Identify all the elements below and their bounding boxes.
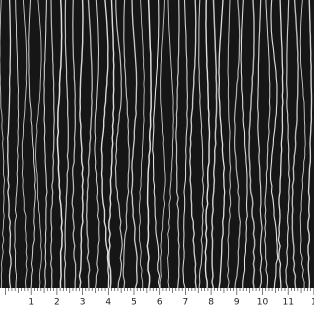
- ruler-label: 4: [105, 298, 111, 308]
- page: 12345678910111 (() => { const data = JSO…: [0, 0, 314, 310]
- ruler-label: 3: [80, 298, 86, 308]
- fabric-swatch: 12345678910111: [0, 0, 314, 310]
- ruler-label: 8: [208, 298, 214, 308]
- ruler-label: 7: [183, 298, 189, 308]
- ruler-label: 1: [28, 298, 34, 308]
- ruler-label: 10: [257, 298, 269, 308]
- ruler-label: 1: [311, 298, 314, 308]
- fabric-background: [0, 0, 314, 288]
- ruler-label: 11: [282, 298, 293, 308]
- ruler-label: 9: [234, 298, 240, 308]
- ruler-label: 5: [131, 298, 137, 308]
- ruler-label: 6: [157, 298, 163, 308]
- ruler-label: 2: [54, 298, 60, 308]
